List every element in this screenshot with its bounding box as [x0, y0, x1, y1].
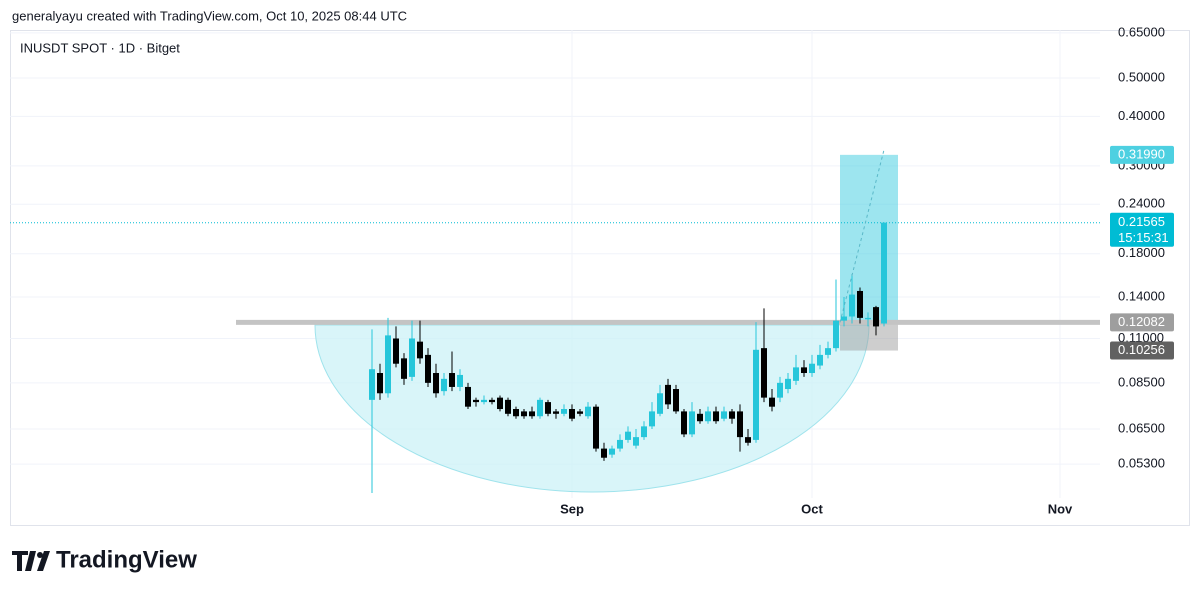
header-text: generalyayu created with TradingView.com…: [12, 8, 407, 23]
candle-body: [737, 411, 743, 438]
candle-body: [793, 367, 799, 381]
candle-body: [521, 411, 527, 417]
y-tick-label: 0.50000: [1118, 69, 1165, 84]
candle-body: [553, 411, 559, 414]
candle-body: [633, 437, 639, 446]
brand-logo: TradingView: [12, 546, 197, 573]
cup-pattern: [314, 324, 870, 493]
candle-body: [785, 378, 791, 390]
brand-name: TradingView: [56, 546, 197, 573]
x-tick-label: Oct: [801, 501, 823, 516]
candle-body: [825, 348, 831, 355]
candle-body: [417, 341, 423, 359]
price-label-box: [1110, 341, 1174, 360]
candle-body: [697, 413, 703, 422]
candle-body: [385, 335, 391, 394]
candle-body: [769, 397, 775, 407]
price-label-box: [1110, 145, 1174, 164]
candle-body: [729, 411, 735, 419]
price-label: 0.12082: [1118, 314, 1165, 329]
candle-body: [833, 320, 839, 349]
target-zone: [840, 154, 898, 323]
price-label: 0.31990: [1118, 146, 1165, 161]
candle-body: [473, 399, 479, 403]
candle-body: [513, 409, 519, 417]
candle-body: [457, 374, 463, 387]
candle-body: [449, 373, 455, 387]
candle-body: [433, 373, 439, 394]
candle-body: [537, 399, 543, 417]
candle-body: [681, 411, 687, 435]
y-tick-label: 0.14000: [1118, 288, 1165, 303]
plot: [10, 149, 1100, 494]
y-tick-label: 0.18000: [1118, 245, 1165, 260]
candle-body: [673, 389, 679, 412]
candle-body: [761, 348, 767, 398]
candle-body: [625, 431, 631, 440]
y-tick-label: 0.65000: [1118, 24, 1165, 39]
candle-body: [425, 354, 431, 383]
price-label: 0.21565: [1118, 214, 1165, 229]
price-label-box: [1110, 313, 1174, 332]
candle-body: [377, 373, 383, 394]
candle-body: [505, 399, 511, 414]
candle-body: [497, 397, 503, 410]
candle-body: [657, 393, 663, 414]
candle-body: [529, 411, 535, 417]
candle-body: [393, 338, 399, 364]
candle-body: [409, 338, 415, 377]
candle-body: [817, 354, 823, 366]
candle-body: [601, 448, 607, 458]
candle-body: [881, 222, 887, 324]
candle-body: [753, 349, 759, 440]
y-tick-label: 0.40000: [1118, 108, 1165, 123]
candle-body: [561, 409, 567, 414]
candle-body: [593, 406, 599, 449]
y-tick-label: 0.24000: [1118, 196, 1165, 211]
candle-body: [617, 439, 623, 449]
candle-body: [585, 406, 591, 417]
candle-body: [569, 409, 575, 419]
candle-body: [649, 411, 655, 427]
candle-body: [641, 426, 647, 438]
candle-body: [481, 399, 487, 403]
candle-body: [705, 411, 711, 422]
price-label-box: [1110, 212, 1174, 247]
candle-body: [801, 367, 807, 374]
chart-frame: [10, 30, 1190, 526]
y-tick-label: 0.05300: [1118, 456, 1165, 471]
y-tick-label: 0.06500: [1118, 420, 1165, 435]
candle-body: [777, 382, 783, 398]
x-tick-label: Sep: [560, 501, 584, 516]
y-tick-label: 0.08500: [1118, 374, 1165, 389]
candle-body: [849, 294, 855, 317]
price-label: 0.10256: [1118, 342, 1165, 357]
candle-body: [713, 411, 719, 422]
candle-body: [873, 307, 879, 327]
candle-body: [369, 369, 375, 400]
chart-title: INUSDT SPOT · 1D · Bitget: [20, 40, 180, 55]
candle-body: [401, 358, 407, 379]
candle-body: [689, 411, 695, 435]
y-tick-label: 0.11000: [1118, 330, 1164, 345]
price-countdown: 15:15:31: [1118, 230, 1169, 245]
x-tick-label: Nov: [1048, 501, 1073, 516]
candle-body: [609, 448, 615, 455]
stop-zone: [840, 322, 898, 351]
candle-body: [857, 290, 863, 318]
candle-body: [545, 402, 551, 414]
candle-body: [841, 316, 847, 321]
candle-body: [809, 363, 815, 374]
candle-body: [577, 411, 583, 414]
candle-body: [465, 386, 471, 407]
candle-body: [665, 384, 671, 405]
grid: [10, 30, 1100, 498]
candle-body: [865, 317, 871, 320]
candle-body: [745, 437, 751, 443]
candle-body: [489, 399, 495, 403]
candle-body: [721, 411, 727, 419]
candle-body: [441, 378, 447, 392]
